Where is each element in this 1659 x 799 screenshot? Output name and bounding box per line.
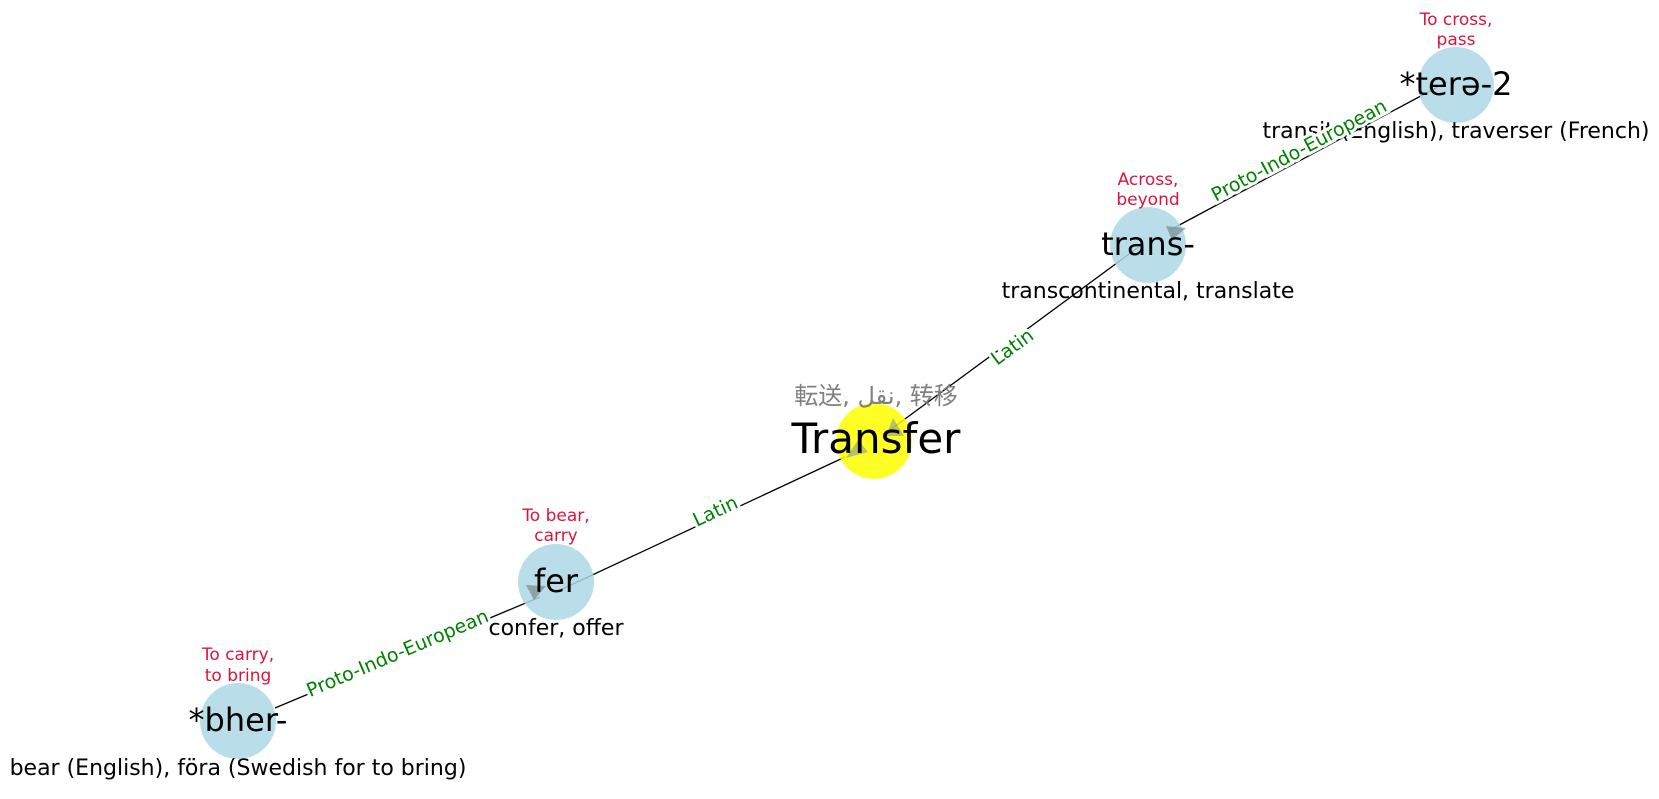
node-fer-meaning-2: carry	[534, 526, 578, 546]
arrow-into-fer	[526, 585, 546, 600]
edge-fer-bher	[274, 596, 541, 709]
edge-tere-trans	[1169, 81, 1448, 231]
edge-main-fer	[557, 456, 846, 592]
node-fer-meaning-1: To bear,	[521, 506, 589, 526]
node-trans-meaning-1: Across,	[1118, 170, 1179, 190]
node-tere-meaning-1: To cross,	[1419, 10, 1493, 30]
main-word: Transfer	[791, 414, 962, 463]
node-trans-circle[interactable]	[1110, 207, 1186, 283]
node-bher-meaning-1: To carry,	[201, 645, 274, 665]
edge-label-fer-bher: Proto-Indo-European	[303, 605, 492, 702]
node-fer-circle[interactable]	[518, 544, 594, 620]
edge-label-main-fer: Latin	[690, 492, 742, 532]
node-fer-examples: confer, offer	[488, 616, 624, 641]
node-trans-word: trans-	[1101, 225, 1195, 263]
main-translations: 転送, نقل, 转移	[794, 382, 958, 410]
node-bher-examples: bear (English), föra (Swedish for to bri…	[10, 756, 467, 781]
edge-trans-main	[889, 245, 1141, 431]
node-bher-meaning-2: to bring	[205, 666, 272, 686]
node-bher-circle[interactable]	[200, 683, 276, 759]
node-trans-examples: transcontinental, translate	[1002, 279, 1295, 304]
node-tere-meaning-2: pass	[1437, 30, 1476, 50]
arrow-into-main-top	[886, 418, 904, 436]
edge-label-trans-main: Latin	[987, 324, 1038, 369]
nodes	[200, 47, 1494, 759]
edge-label-tere-trans: Proto-Indo-European	[1208, 95, 1391, 206]
node-fer-word: fer	[534, 562, 579, 600]
node-bher-word: *bher-	[189, 701, 288, 739]
node-trans-meaning-2: beyond	[1116, 190, 1179, 210]
node-tere-circle[interactable]	[1418, 47, 1494, 123]
arrow-into-main-bottom	[846, 440, 868, 458]
node-tere-examples: transit (English), traverser (French)	[1263, 119, 1650, 144]
edges	[274, 81, 1448, 709]
arrow-into-trans	[1166, 226, 1186, 240]
arrowheads	[526, 226, 1186, 600]
node-tere-word: *terə-2	[1400, 65, 1513, 103]
